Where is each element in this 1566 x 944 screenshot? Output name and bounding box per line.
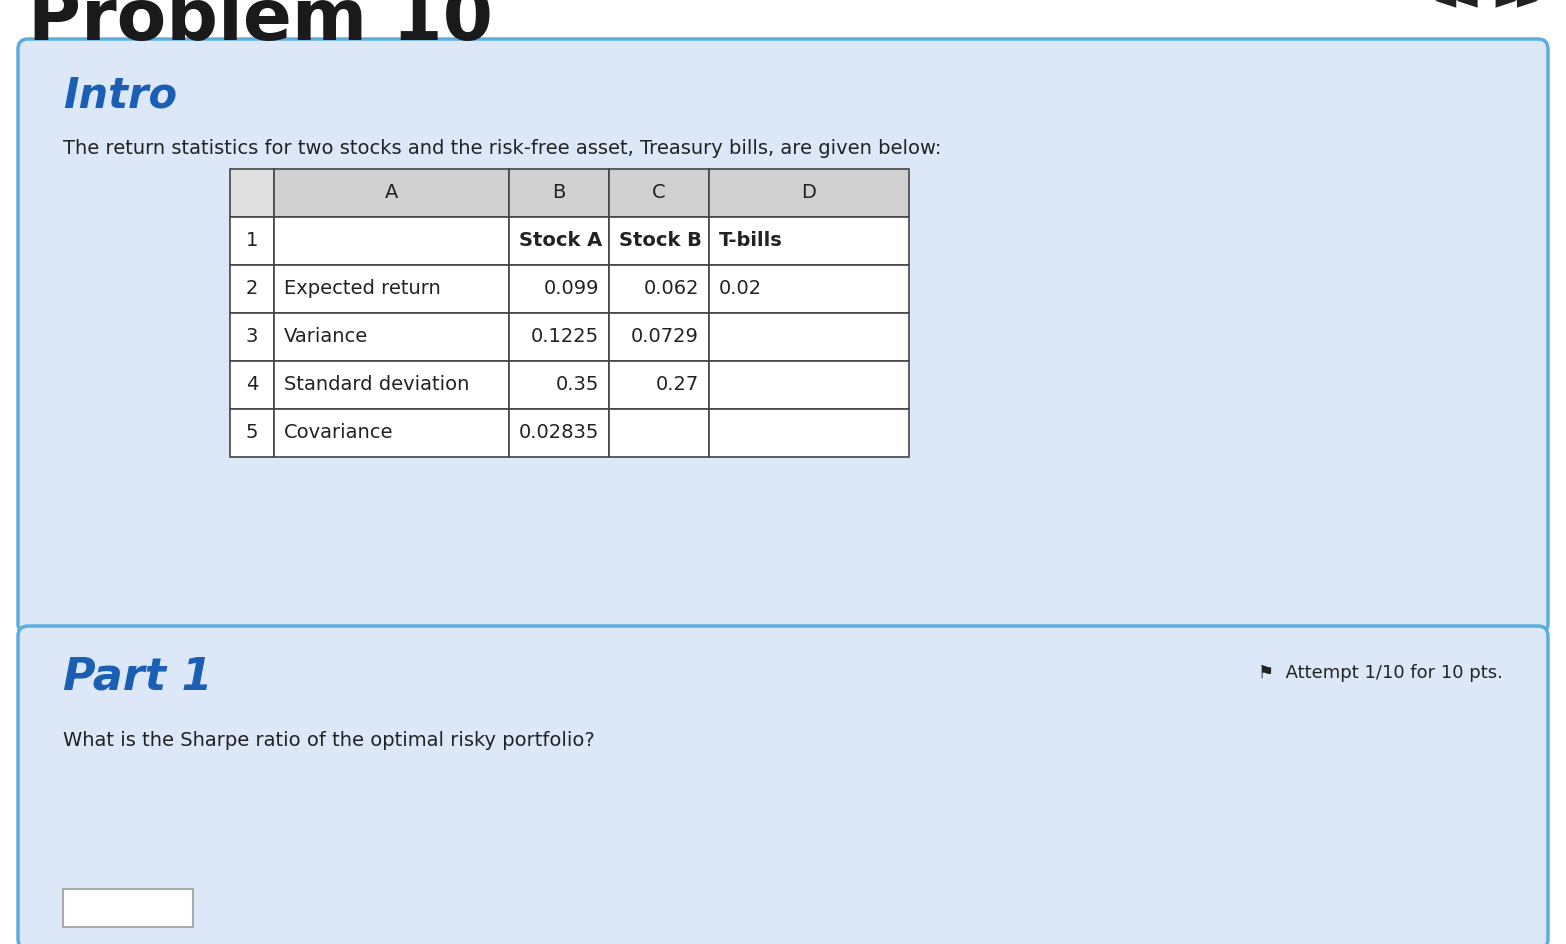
Text: ◄◄  ►►: ◄◄ ►► [1434,0,1538,14]
Bar [709,409,908,457]
Text: 5: 5 [246,424,258,443]
Text: Expected return: Expected return [283,279,440,298]
Bar [274,361,509,409]
Bar [509,217,609,265]
Bar [509,313,609,361]
Text: A: A [385,183,398,203]
Bar [609,409,709,457]
Text: Variance: Variance [283,328,368,346]
Text: 0.27: 0.27 [656,376,698,395]
Bar [509,169,609,217]
Bar [63,889,193,927]
Text: T-bills: T-bills [719,231,783,250]
Bar [609,361,709,409]
Text: 2: 2 [246,279,258,298]
Bar [709,217,908,265]
Text: 1: 1 [246,231,258,250]
Bar [509,361,609,409]
Text: What is the Sharpe ratio of the optimal risky portfolio?: What is the Sharpe ratio of the optimal … [63,731,595,750]
Bar [230,313,274,361]
Text: 0.062: 0.062 [644,279,698,298]
Bar [230,265,274,313]
Bar [509,409,609,457]
Text: B: B [553,183,565,203]
Text: 4: 4 [246,376,258,395]
Bar [230,361,274,409]
Text: 0.02835: 0.02835 [518,424,600,443]
Text: The return statistics for two stocks and the risk-free asset, Treasury bills, ar: The return statistics for two stocks and… [63,139,941,158]
Text: ⚑  Attempt 1/10 for 10 pts.: ⚑ Attempt 1/10 for 10 pts. [1257,664,1503,682]
Text: Part 1: Part 1 [63,656,213,699]
Bar [274,409,509,457]
Text: Intro: Intro [63,74,177,116]
Text: Problem 10: Problem 10 [28,0,493,55]
Text: 0.0729: 0.0729 [631,328,698,346]
Bar [274,217,509,265]
Bar [709,313,908,361]
Text: 0.35: 0.35 [556,376,600,395]
FancyBboxPatch shape [17,39,1549,634]
Bar [230,217,274,265]
Text: D: D [802,183,816,203]
Bar [274,313,509,361]
Bar [609,217,709,265]
Bar [509,265,609,313]
Text: Standard deviation: Standard deviation [283,376,470,395]
Text: Stock A: Stock A [518,231,603,250]
Text: 0.1225: 0.1225 [531,328,600,346]
Bar [230,169,274,217]
Bar [609,265,709,313]
Bar [709,169,908,217]
Bar [709,361,908,409]
Text: Covariance: Covariance [283,424,393,443]
Bar [609,169,709,217]
Bar [609,313,709,361]
Text: 0.02: 0.02 [719,279,763,298]
Bar [230,409,274,457]
Bar [709,265,908,313]
Bar [274,169,509,217]
Text: 0.099: 0.099 [543,279,600,298]
Text: C: C [651,183,666,203]
Text: Stock B: Stock B [619,231,702,250]
Text: 3: 3 [246,328,258,346]
FancyBboxPatch shape [17,626,1549,944]
Bar [274,265,509,313]
